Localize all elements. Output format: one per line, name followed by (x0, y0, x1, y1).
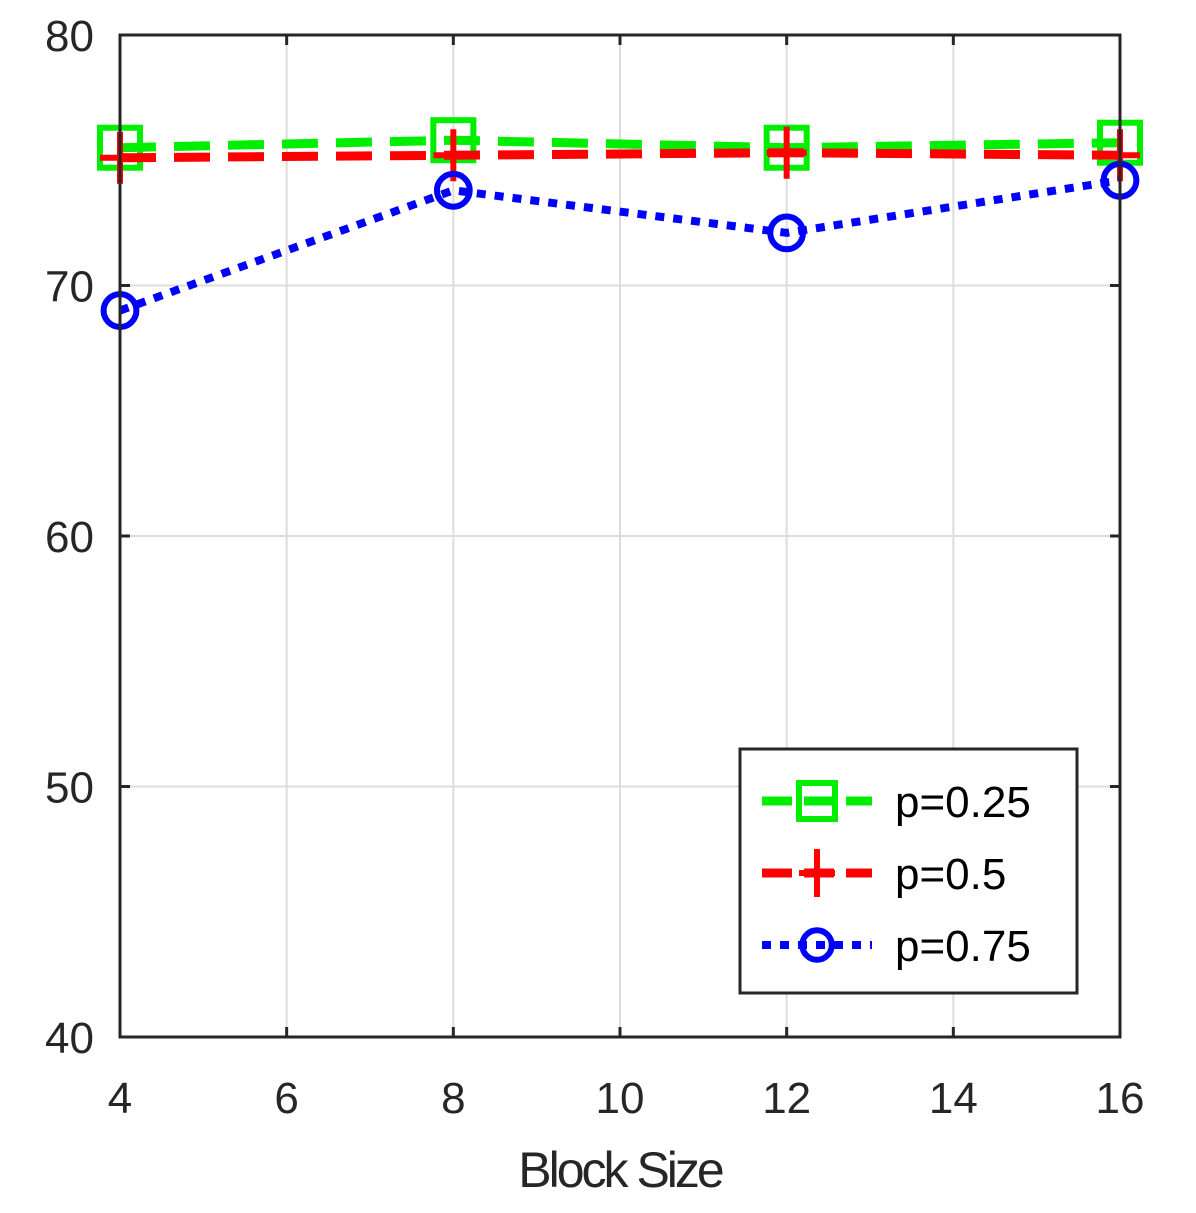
circle-marker (767, 213, 807, 253)
x-tick-label: 6 (274, 1074, 298, 1123)
legend-label: p=0.75 (895, 922, 1031, 971)
circle-marker (799, 927, 835, 963)
legend: p=0.25 p=0.5 p=0.75 (738, 747, 1079, 995)
grid-lines (120, 35, 1120, 1037)
x-axis-label: Block Size (518, 1142, 723, 1198)
square-marker (796, 780, 838, 822)
y-tick-label: 50 (45, 764, 94, 813)
y-tick-label: 60 (45, 513, 94, 562)
y-tick-label: 40 (45, 1014, 94, 1063)
legend-entry: p=0.75 (762, 922, 1031, 971)
legend-label: p=0.25 (895, 778, 1031, 827)
y-tick-label: 70 (45, 263, 94, 312)
x-tick-label: 8 (441, 1074, 465, 1123)
x-tick-label: 4 (108, 1074, 132, 1123)
x-tick-label: 10 (596, 1074, 645, 1123)
series-line (119, 148, 1121, 163)
legend-entry: p=0.5 (762, 849, 1006, 899)
legend-label: p=0.5 (895, 850, 1006, 899)
legend-entry: p=0.25 (762, 778, 1031, 827)
x-tick-label: 12 (762, 1074, 811, 1123)
x-tick-label: 14 (929, 1074, 978, 1123)
x-tick-label: 16 (1096, 1074, 1145, 1123)
axis-ticks: 4 6 8 10 12 14 16 40 50 60 70 80 (45, 12, 1144, 1123)
plus-marker (799, 849, 835, 897)
plus-marker (766, 126, 807, 179)
series-line (119, 135, 1121, 153)
circle-marker (433, 170, 473, 210)
y-tick-label: 80 (45, 12, 94, 61)
series-line (118, 176, 1121, 315)
